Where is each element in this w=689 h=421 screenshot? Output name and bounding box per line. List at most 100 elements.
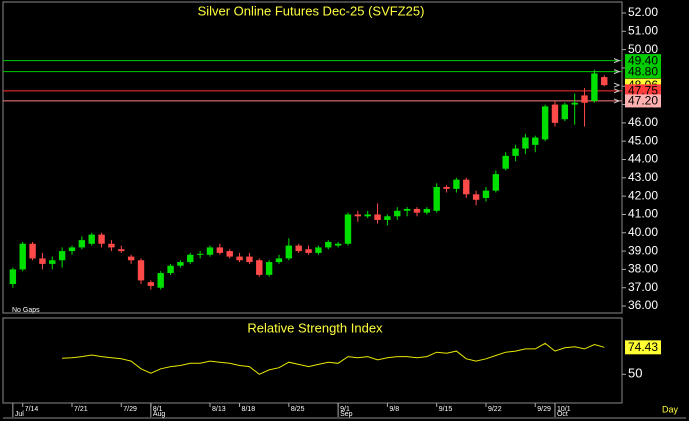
level-arrow [613, 69, 621, 75]
rsi-title: Relative Strength Index [247, 320, 383, 335]
y-tick-label: 50 [628, 366, 642, 381]
y-tick-label: 42.00 [628, 188, 658, 202]
candle-body [147, 282, 155, 286]
level-arrow [613, 58, 621, 64]
month-label: Aug [153, 411, 166, 418]
candle-body [364, 214, 371, 217]
candle-body [472, 194, 480, 200]
x-tick-label: 8/18 [242, 406, 256, 413]
last-value-label: 74.43 [628, 340, 658, 354]
level-arrow [613, 98, 621, 104]
candle-body [492, 174, 500, 191]
candle-body [334, 243, 342, 246]
candle-body [49, 260, 56, 264]
candle-body [551, 104, 559, 123]
x-tick-label: 8/1 [153, 406, 163, 413]
x-tick-label: 8/13 [212, 406, 226, 413]
y-tick-label: 44.00 [628, 152, 658, 166]
candle-body [403, 208, 411, 211]
candle-body [275, 258, 283, 263]
chart-title: Silver Online Futures Dec-25 (SVFZ25) [198, 3, 425, 18]
candle-body [453, 179, 460, 189]
candle-body [246, 256, 253, 263]
y-tick-label: 52.00 [628, 5, 658, 19]
x-tick-label: 7/21 [74, 406, 88, 413]
level-label: 47.75 [628, 84, 658, 98]
candle-body [295, 245, 302, 252]
candle-body [167, 265, 174, 274]
x-tick-label: 9/29 [537, 406, 551, 413]
candle-body [19, 243, 26, 270]
level-box [625, 84, 661, 98]
candle-body [226, 251, 233, 257]
y-tick-label: 45.00 [628, 133, 658, 147]
level-box [625, 94, 661, 108]
x-tick-label: 8/25 [291, 406, 305, 413]
rsi-line [62, 342, 605, 375]
x-unit: Day [662, 404, 679, 414]
candle-body [374, 214, 381, 220]
candle-body [384, 216, 391, 220]
level-arrow [613, 82, 621, 88]
candle-body [423, 208, 431, 213]
candle-body [256, 260, 263, 275]
candle-body [265, 262, 273, 275]
candle-body [591, 73, 598, 101]
level-label: 47.20 [628, 94, 658, 108]
candle-body [127, 256, 135, 261]
candle-body [157, 273, 164, 288]
y-tick-label: 36.00 [628, 298, 658, 312]
candle-body [216, 247, 224, 253]
candle-body [108, 243, 115, 248]
month-label: Sep [340, 411, 353, 418]
candle-body [39, 258, 46, 264]
x-tick-label: 7/29 [123, 406, 137, 413]
candle-body [482, 190, 490, 198]
candle-body [561, 104, 569, 120]
candle-body [325, 241, 332, 248]
gap-note: No Gaps [12, 307, 40, 314]
x-tick-label: 9/8 [389, 406, 399, 413]
x-tick-label: 9/22 [488, 406, 502, 413]
month-label: Oct [557, 411, 568, 418]
candle-body [344, 214, 352, 244]
level-label: 49.40 [628, 53, 658, 67]
candle-body [206, 247, 214, 255]
candle-body [463, 179, 470, 195]
candle-body [601, 77, 608, 86]
candle-body [98, 234, 105, 244]
candle-body [187, 254, 194, 263]
candle-body [177, 262, 184, 266]
x-tick-label: 10/1 [557, 406, 571, 413]
candle-body [413, 208, 421, 213]
x-tick-label: 9/1 [340, 406, 350, 413]
candle-body [394, 210, 401, 217]
candle-body [502, 155, 509, 169]
rsi-panel [2, 317, 623, 404]
candle-body [118, 249, 125, 252]
candle-body [137, 260, 145, 281]
y-tick-label: 50.00 [628, 42, 658, 56]
y-tick-label: 41.00 [628, 207, 658, 221]
candle-body [354, 214, 362, 217]
candle-body [29, 243, 36, 259]
candle-body [9, 269, 17, 285]
candle-body [305, 249, 312, 253]
month-label: Jul [15, 411, 24, 418]
y-tick-label: 46.00 [628, 115, 658, 129]
level-box [625, 65, 661, 79]
y-tick-label: 40.00 [628, 225, 658, 239]
level-label: 48.80 [628, 64, 658, 78]
candle-body [512, 148, 519, 156]
candle-body [532, 137, 539, 145]
x-tick-label: 9/15 [439, 406, 453, 413]
candle-body [581, 95, 588, 103]
y-tick-label: 39.00 [628, 243, 658, 257]
candle-body [78, 240, 86, 248]
candle-body [443, 186, 450, 189]
candle-body [315, 247, 322, 253]
y-tick-label: 38.00 [628, 262, 658, 276]
candle-body [285, 245, 293, 259]
